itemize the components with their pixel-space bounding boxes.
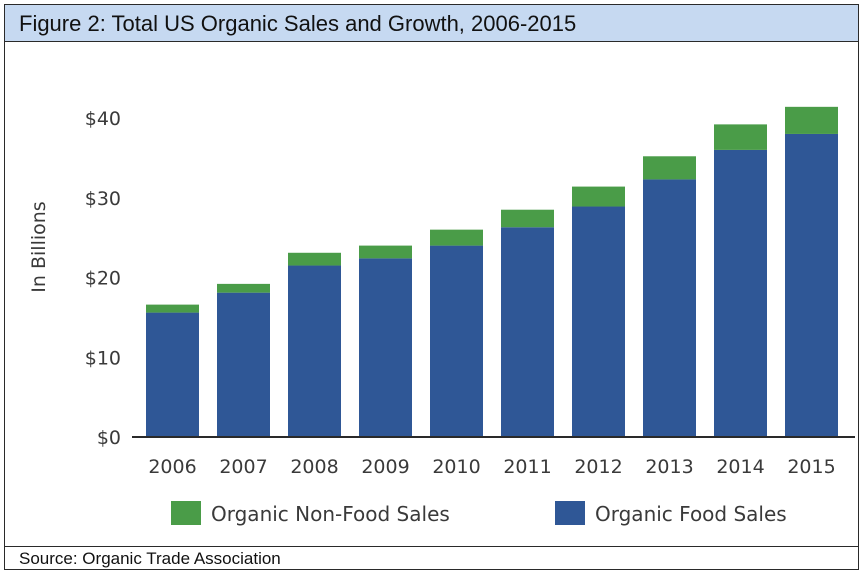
bar-nonfood-2007 bbox=[217, 283, 270, 293]
bar-food-2012 bbox=[572, 206, 625, 437]
legend-swatch-non-food bbox=[171, 501, 201, 525]
y-tick-label: $40 bbox=[85, 108, 121, 130]
bar-nonfood-2014 bbox=[714, 124, 767, 150]
figure-title: Figure 2: Total US Organic Sales and Gro… bbox=[19, 11, 577, 36]
bar-nonfood-2010 bbox=[430, 229, 483, 246]
x-tick-label: 2008 bbox=[290, 456, 338, 478]
x-tick-label: 2007 bbox=[219, 456, 267, 478]
source-bar: Source: Organic Trade Association bbox=[5, 546, 858, 569]
x-tick-label: 2015 bbox=[787, 456, 835, 478]
bar-food-2015 bbox=[785, 133, 838, 437]
bar-nonfood-2013 bbox=[643, 156, 696, 180]
bar-food-2008 bbox=[288, 265, 341, 437]
source-note: Source: Organic Trade Association bbox=[19, 549, 281, 568]
x-tick-label: 2010 bbox=[432, 456, 480, 478]
x-tick-label: 2011 bbox=[503, 456, 551, 478]
bar-nonfood-2012 bbox=[572, 186, 625, 207]
figure-frame: Figure 2: Total US Organic Sales and Gro… bbox=[4, 4, 859, 570]
bar-food-2007 bbox=[217, 292, 270, 437]
bar-nonfood-2006 bbox=[146, 304, 199, 313]
bar-food-2013 bbox=[643, 179, 696, 437]
y-tick-label: $0 bbox=[97, 427, 121, 449]
x-tick-label: 2009 bbox=[361, 456, 409, 478]
bar-food-2010 bbox=[430, 245, 483, 437]
bar-nonfood-2009 bbox=[359, 245, 412, 259]
bar-nonfood-2015 bbox=[785, 106, 838, 134]
bar-nonfood-2008 bbox=[288, 252, 341, 266]
x-tick-label: 2012 bbox=[574, 456, 622, 478]
x-tick-label: 2014 bbox=[716, 456, 764, 478]
title-bar: Figure 2: Total US Organic Sales and Gro… bbox=[5, 5, 858, 42]
legend-swatch-food bbox=[555, 501, 585, 525]
stacked-bar-chart: $0 $10 $20 $30 $40 In Billions 2006 2007 2008 200… bbox=[28, 106, 855, 526]
y-axis-label: In Billions bbox=[28, 201, 50, 292]
bar-food-2009 bbox=[359, 258, 412, 437]
bar-food-2006 bbox=[146, 312, 199, 437]
legend-label-food: Organic Food Sales bbox=[595, 502, 787, 526]
y-tick-label: $30 bbox=[85, 188, 121, 210]
y-tick-label: $10 bbox=[85, 347, 121, 369]
bar-food-2014 bbox=[714, 149, 767, 437]
bar-nonfood-2011 bbox=[501, 209, 554, 228]
y-tick-label: $20 bbox=[85, 268, 121, 290]
x-tick-label: 2013 bbox=[645, 456, 693, 478]
x-tick-label: 2006 bbox=[148, 456, 196, 478]
bar-food-2011 bbox=[501, 227, 554, 437]
legend-label-non-food: Organic Non-Food Sales bbox=[211, 502, 450, 526]
